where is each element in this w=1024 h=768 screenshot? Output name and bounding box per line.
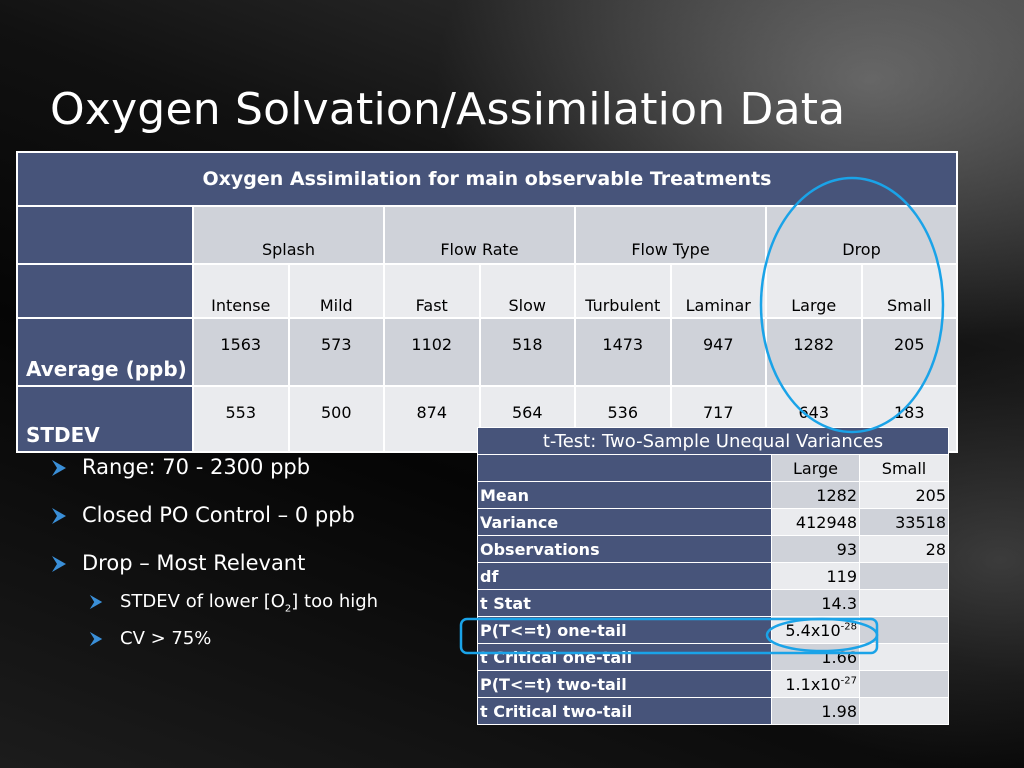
row-label: t Critical one-tail	[477, 643, 772, 671]
row-label: P(T<=t) one-tail	[477, 616, 772, 644]
row-label: Average (ppb)	[16, 317, 194, 387]
sub-header: Mild	[287, 263, 385, 319]
table-cell	[858, 589, 950, 617]
column-header-small: Small	[858, 454, 950, 482]
table-cell	[858, 670, 950, 698]
table-row: t Critical two-tail 1.98	[477, 697, 950, 725]
sub-header: Small	[860, 263, 958, 319]
bullet-text: Range: 70 - 2300 ppb	[82, 455, 311, 479]
table-cell: 119	[771, 562, 860, 590]
sub-header: Turbulent	[574, 263, 672, 319]
table-cell	[858, 643, 950, 671]
row-label: t Stat	[477, 589, 772, 617]
oxygen-assimilation-table: Oxygen Assimilation for main observable …	[16, 151, 958, 453]
sub-header: Slow	[478, 263, 576, 319]
value-exponent: -27	[840, 675, 857, 687]
table-cell: 93	[771, 535, 860, 563]
arrowhead-bullet-icon	[89, 631, 103, 647]
arrowhead-bullet-icon	[89, 594, 103, 610]
ttest-table: t-Test: Two-Sample Unequal Variances Lar…	[476, 427, 950, 725]
table-row: Observations 93 28	[477, 535, 950, 563]
list-item: Range: 70 - 2300 ppb	[50, 455, 378, 483]
column-header-large: Large	[771, 454, 860, 482]
bullet-list: Range: 70 - 2300 ppb Closed PO Control –…	[50, 455, 378, 665]
sub-header: Laminar	[669, 263, 767, 319]
table-row: df 119	[477, 562, 950, 590]
arrowhead-bullet-icon	[52, 508, 66, 524]
table-row: P(T<=t) one-tail 5.4x10-28	[477, 616, 950, 644]
table-cell: 1563	[192, 317, 290, 387]
bullet-text: Closed PO Control – 0 ppb	[82, 503, 355, 527]
sub-header: Fast	[383, 263, 481, 319]
bullet-text: CV > 75%	[120, 628, 212, 649]
table-cell: 1.1x10-27	[771, 670, 860, 698]
table-row: Average (ppb) 1563 573 1102 518 1473 947…	[16, 317, 958, 387]
table-row: P(T<=t) two-tail 1.1x10-27	[477, 670, 950, 698]
table-cell: 412948	[771, 508, 860, 536]
bullet-text: Drop – Most Relevant	[82, 551, 306, 575]
table-cell: 28	[858, 535, 950, 563]
corner-cell	[16, 205, 194, 265]
group-header: Splash	[192, 205, 385, 265]
table-cell: 205	[858, 481, 950, 509]
row-label: P(T<=t) two-tail	[477, 670, 772, 698]
bullet-text-post: ] too high	[291, 591, 379, 612]
corner-cell	[477, 454, 772, 482]
value-base: 5.4x10	[785, 620, 841, 640]
table-cell: 518	[478, 317, 576, 387]
table-cell: 1473	[574, 317, 672, 387]
row-label: Variance	[477, 508, 772, 536]
corner-cell	[16, 263, 194, 319]
row-label: Mean	[477, 481, 772, 509]
sub-header: Intense	[192, 263, 290, 319]
table-row: t Stat 14.3	[477, 589, 950, 617]
value-exponent: -28	[840, 621, 857, 633]
bullet-text-pre: STDEV of lower [O	[120, 591, 285, 612]
ttest-title: t-Test: Two-Sample Unequal Variances	[476, 427, 950, 455]
table-cell: 1282	[765, 317, 863, 387]
sub-list-item: STDEV of lower [O2] too high	[88, 591, 378, 615]
row-label: STDEV	[16, 385, 194, 453]
sub-list-item: CV > 75%	[88, 628, 378, 652]
table-cell: 500	[287, 385, 385, 453]
table-cell: 1.98	[771, 697, 860, 725]
table-cell	[858, 616, 950, 644]
list-item: Drop – Most Relevant	[50, 551, 378, 579]
slide-title: Oxygen Solvation/Assimilation Data	[50, 84, 846, 135]
group-header: Flow Type	[574, 205, 767, 265]
table-cell: 1.66	[771, 643, 860, 671]
row-label: t Critical two-tail	[477, 697, 772, 725]
table-cell: 947	[669, 317, 767, 387]
table-cell: 553	[192, 385, 290, 453]
table-cell	[858, 562, 950, 590]
list-item: Closed PO Control – 0 ppb	[50, 503, 378, 531]
sub-header: Large	[765, 263, 863, 319]
table-cell: 573	[287, 317, 385, 387]
table-cell: 5.4x10-28	[771, 616, 860, 644]
value-base: 1.1x10	[785, 674, 841, 694]
arrowhead-bullet-icon	[52, 460, 66, 476]
table-cell: 33518	[858, 508, 950, 536]
arrowhead-bullet-icon	[52, 556, 66, 572]
table-row: Mean 1282 205	[477, 481, 950, 509]
table-cell	[858, 697, 950, 725]
table-cell: 1282	[771, 481, 860, 509]
table-row: t Critical one-tail 1.66	[477, 643, 950, 671]
table-cell: 205	[860, 317, 958, 387]
table-cell: 14.3	[771, 589, 860, 617]
table-cell: 874	[383, 385, 481, 453]
subscript: 2	[284, 603, 292, 615]
group-header: Drop	[765, 205, 958, 265]
table-row: Variance 412948 33518	[477, 508, 950, 536]
table-cell: 1102	[383, 317, 481, 387]
group-header: Flow Rate	[383, 205, 576, 265]
table-caption: Oxygen Assimilation for main observable …	[16, 151, 958, 207]
row-label: Observations	[477, 535, 772, 563]
row-label: df	[477, 562, 772, 590]
